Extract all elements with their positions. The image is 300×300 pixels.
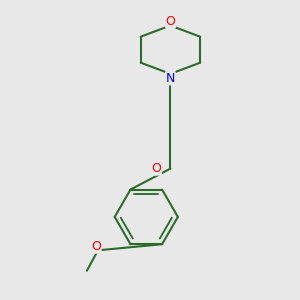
Text: O: O <box>166 15 176 28</box>
Text: O: O <box>152 162 161 175</box>
Text: N: N <box>166 72 175 85</box>
Text: O: O <box>91 240 101 253</box>
